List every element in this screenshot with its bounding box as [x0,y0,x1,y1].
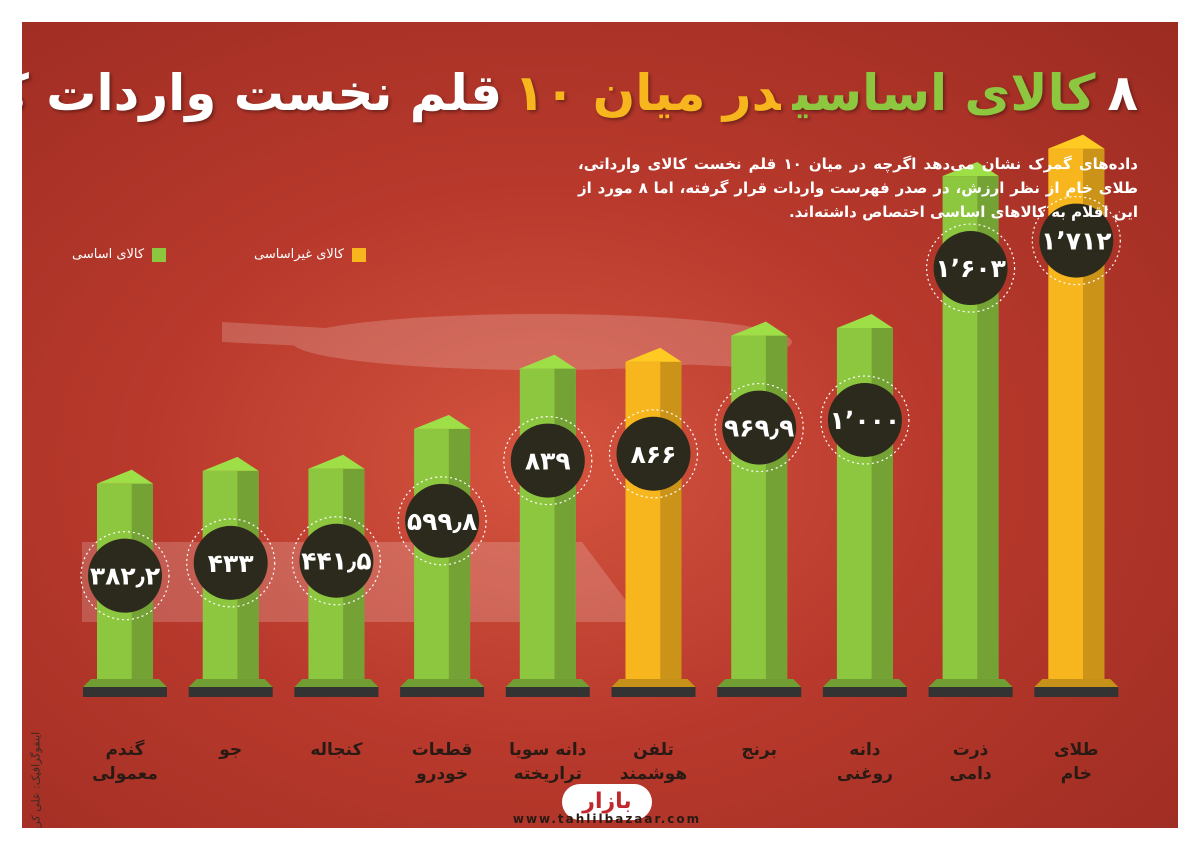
bar-side [765,335,788,679]
value-circle [722,390,797,465]
value-label: ۴۴۱٫۵ [301,547,371,576]
chart-title: ۸کالای اساسیدر میان ۱۰قلم نخست واردات کش… [22,64,1138,122]
legend-item: کالای غیراساسی [254,247,366,262]
value-ring [503,415,593,506]
legend-label: کالای غیراساسی [254,247,344,262]
value-circle [193,525,268,600]
bar-side [1083,148,1105,679]
credit: اینفوگرافیک: علی کریمی [29,731,43,828]
value-ring [186,518,276,608]
value-label: ۵۹۹٫۸ [407,507,477,536]
bar-side [871,328,893,679]
bar-cap [1048,134,1105,149]
value-label: ۱٬۰۰۰ [830,406,901,435]
bar-base [83,687,167,697]
bar-base-top [400,679,485,687]
bar-base-top [822,679,907,687]
value-label: ۸۳۹ [525,447,571,476]
x-tick-label: کنجاله [310,740,363,760]
value-circle [405,483,480,558]
value-label: ۴۳۳ [208,549,254,578]
bar-base-top [294,679,379,687]
bar-base [188,687,273,697]
value-circle [933,231,1008,306]
bar-cap [519,354,576,369]
value-ring [820,375,910,465]
value-circle [299,523,374,598]
title-part: ۸ [1107,64,1138,122]
value-circle [616,416,691,491]
x-tick-label: جو [219,740,243,760]
bar-cap [308,454,365,469]
value-ring [608,409,699,499]
bar-base [294,687,379,697]
value-label: ۱٬۷۱۲ [1041,227,1112,256]
website: www.tahlilbazaar.com [512,812,702,826]
legend-label: کالای اساسی [72,247,145,262]
frame: ۳۸۲٫۲ ۴۳۳ ۴۴۱٫۵ ۵۹۹٫۸ ۸۳۹ ۸۶۶ ۹۶۹٫۹ ۱٬۰۰۰ ۱٬۶۰۳ ۱… [22,22,1178,828]
bar-base [611,687,696,697]
bar-cap [625,347,682,362]
title-part: قلم نخست واردات کشور [22,64,503,122]
title-part: در میان ۱۰ [514,64,781,122]
x-tick-label: ذرت دامی [949,740,992,784]
bar-side [660,361,682,679]
bar-cap [836,314,893,328]
bar-base-top [1034,679,1119,687]
bar-cap [97,469,153,484]
chart: ۳۸۲٫۲ ۴۳۳ ۴۴۱٫۵ ۵۹۹٫۸ ۸۳۹ ۸۶۶ ۹۶۹٫۹ ۱٬۰۰۰ ۱٬۶۰۳ ۱… [80,134,1121,697]
legend-swatch [351,247,366,262]
bar-base-top [717,679,802,687]
value-circle [510,423,585,498]
bar-base-top [505,679,590,687]
bar-base-top [611,679,696,687]
bar-cap [731,321,788,336]
value-ring [397,476,487,566]
bar-base [928,687,1013,697]
x-tick-label: دانه سویا تراریخته [509,740,587,784]
legend-item: کالای اساسی [72,247,167,262]
value-label: ۱٬۶۰۳ [935,254,1006,283]
bar-base-top [928,679,1013,687]
bar-base [400,687,485,697]
bar-base-top [188,679,273,687]
x-tick-label: قطعات خودرو [411,740,473,784]
bar-cap [414,414,471,429]
logo: بازار [562,784,652,820]
value-label: ۹۶۹٫۹ [724,414,794,443]
value-circle [827,383,902,457]
value-circle [88,538,162,613]
bar-base [822,687,907,697]
x-tick-label: گندم معمولی [92,740,158,784]
bar-cap [202,456,259,471]
bar-base [717,687,802,697]
value-circle [1039,203,1114,278]
bar-cap [942,162,999,177]
x-tick-label: دانه روغنی [836,740,893,784]
value-ring [714,382,804,473]
value-label: ۳۸۲٫۲ [90,562,160,591]
subtitle: داده‌های گمرک نشان می‌دهد اگرچه در میان … [578,155,1139,221]
value-ring [291,516,381,606]
bar-base [505,687,590,697]
bar-side [554,368,576,679]
value-ring [1031,195,1121,286]
x-tick-label: برنج [741,740,777,760]
bar-base [1034,687,1119,697]
bar-base-top [83,679,167,687]
value-ring [925,223,1016,313]
legend-swatch [152,247,167,262]
x-tick-label: تلفن هوشمند [619,740,688,784]
x-tick-label: طلای خام [1054,740,1099,784]
title-part: کالای اساسی [792,64,1096,122]
value-label: ۸۶۶ [631,440,677,469]
value-ring [80,531,170,621]
